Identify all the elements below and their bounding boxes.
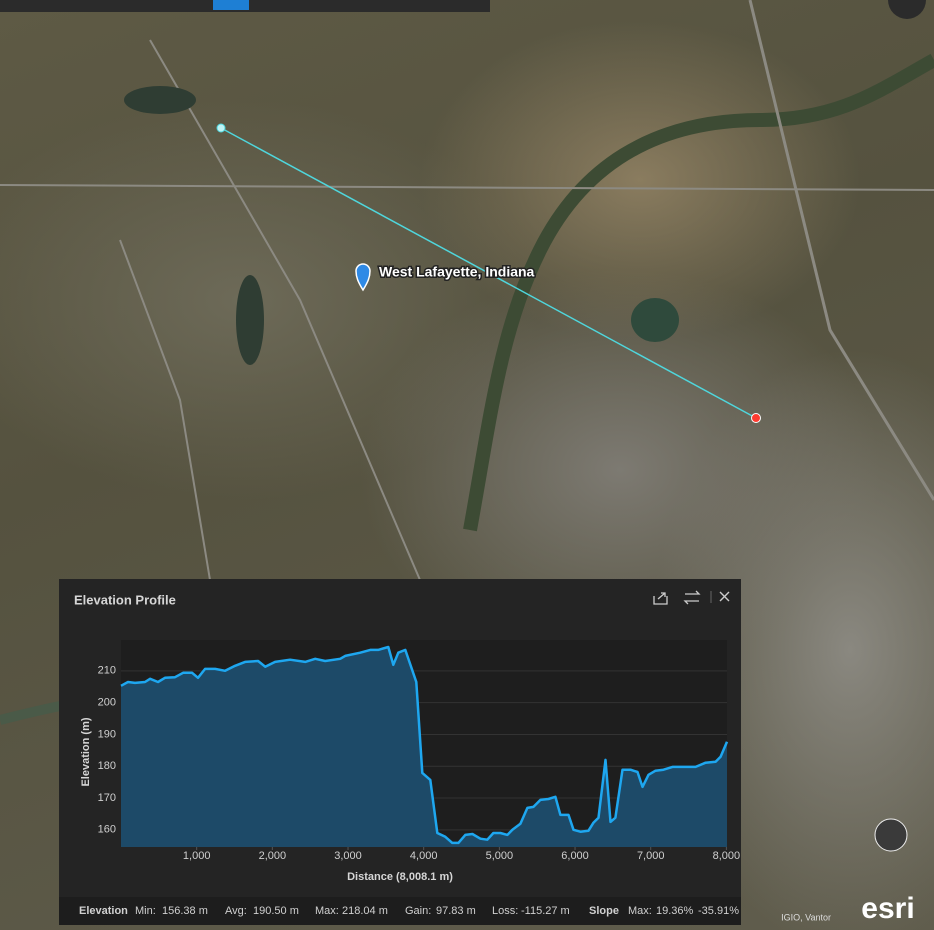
lake (124, 86, 196, 114)
y-tick-label: 200 (98, 697, 116, 709)
stat-value: 97.83 m (436, 905, 476, 917)
stat-value: 156.38 m (162, 905, 208, 917)
stat-label: Loss: (492, 905, 518, 917)
x-tick-label: 4,000 (410, 850, 438, 862)
elevation-line (120, 645, 729, 845)
x-tick-label: 3,000 (334, 850, 362, 862)
road (748, 0, 934, 501)
river (463, 53, 934, 532)
start-point (216, 123, 226, 133)
stats-title: Elevation (79, 905, 128, 917)
place-label: West Lafayette, Indiana (379, 264, 535, 280)
search-button[interactable] (888, 0, 926, 19)
stat-value: -35.91% (698, 905, 739, 917)
x-tick-label: 5,000 (486, 850, 514, 862)
profile-line (220, 127, 757, 419)
end-point (751, 413, 761, 423)
stat-value: -115.27 m (521, 905, 570, 917)
stat-value: 19.36% (656, 905, 694, 917)
stats-title: Slope (589, 905, 619, 917)
road (119, 239, 211, 581)
lake (236, 275, 264, 365)
y-tick-label: 180 (98, 760, 116, 772)
place-pin[interactable] (355, 263, 371, 292)
x-axis-label: Distance (8,008.1 m) (347, 871, 453, 883)
x-tick-label: 7,000 (637, 850, 665, 862)
stat-label: Gain: (405, 905, 431, 917)
x-tick-label: 6,000 (561, 850, 589, 862)
stat-label: Max: (315, 905, 339, 917)
attribution: IGIO, Vantor (781, 912, 831, 922)
lake (631, 298, 679, 342)
panel-title: Elevation Profile (74, 592, 176, 607)
road (149, 39, 421, 581)
y-tick-label: 160 (98, 824, 116, 836)
x-tick-label: 8,000 (713, 850, 741, 862)
stat-value: 190.50 m (253, 905, 299, 917)
x-tick-label: 1,000 (183, 850, 211, 862)
elevation-area (121, 647, 727, 847)
toolbar-button-active[interactable] (213, 0, 249, 10)
y-axis-label: Elevation (m) (80, 717, 92, 786)
swap-button[interactable] (683, 590, 701, 605)
stat-label: Avg: (225, 905, 247, 917)
stat-value: 218.04 m (342, 905, 388, 917)
logo: esri (861, 892, 914, 925)
x-tick-label: 2,000 (259, 850, 287, 862)
y-tick-label: 170 (98, 792, 116, 804)
stat-label: Max: (628, 905, 652, 917)
road (0, 184, 934, 191)
close-button[interactable] (719, 591, 730, 602)
share-button[interactable] (653, 592, 668, 605)
y-tick-label: 210 (98, 665, 116, 677)
basemap-button[interactable] (874, 818, 908, 852)
stats-bar (59, 897, 741, 925)
y-tick-label: 190 (98, 728, 116, 740)
stat-label: Min: (135, 905, 156, 917)
